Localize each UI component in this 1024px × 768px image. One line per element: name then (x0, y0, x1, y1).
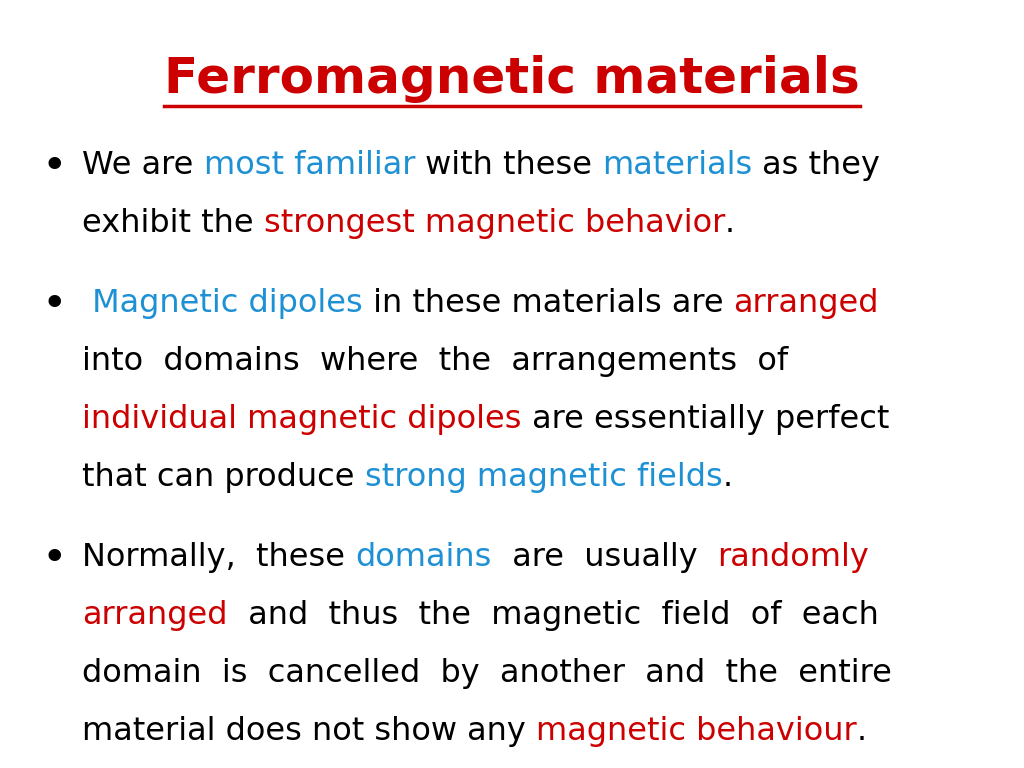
Text: are essentially perfect: are essentially perfect (521, 404, 889, 435)
Text: domains: domains (355, 542, 492, 573)
Text: strongest magnetic behavior: strongest magnetic behavior (264, 208, 725, 239)
Text: Ferromagnetic materials: Ferromagnetic materials (164, 55, 860, 103)
Text: with these: with these (415, 150, 602, 181)
Text: that can produce: that can produce (82, 462, 365, 493)
Text: •: • (42, 284, 68, 326)
Text: randomly: randomly (718, 542, 869, 573)
Text: and  thus  the  magnetic  field  of  each: and thus the magnetic field of each (227, 600, 879, 631)
Text: exhibit the: exhibit the (82, 208, 264, 239)
Text: .: . (857, 716, 867, 747)
Text: individual magnetic dipoles: individual magnetic dipoles (82, 404, 521, 435)
Text: in these materials are: in these materials are (362, 288, 733, 319)
Text: magnetic behaviour: magnetic behaviour (536, 716, 857, 747)
Text: arranged: arranged (733, 288, 879, 319)
Text: arranged: arranged (82, 600, 227, 631)
Text: .: . (725, 208, 735, 239)
Text: domain  is  cancelled  by  another  and  the  entire: domain is cancelled by another and the e… (82, 658, 892, 689)
Text: •: • (42, 146, 68, 188)
Text: We are: We are (82, 150, 204, 181)
Text: into  domains  where  the  arrangements  of: into domains where the arrangements of (82, 346, 788, 377)
Text: most familiar: most familiar (204, 150, 415, 181)
Text: are  usually: are usually (492, 542, 718, 573)
Text: strong magnetic fields: strong magnetic fields (365, 462, 722, 493)
Text: materials: materials (602, 150, 753, 181)
Text: Normally,  these: Normally, these (82, 542, 355, 573)
Text: •: • (42, 538, 68, 580)
Text: as they: as they (753, 150, 881, 181)
Text: .: . (722, 462, 732, 493)
Text: Magnetic dipoles: Magnetic dipoles (82, 288, 362, 319)
Text: material does not show any: material does not show any (82, 716, 536, 747)
